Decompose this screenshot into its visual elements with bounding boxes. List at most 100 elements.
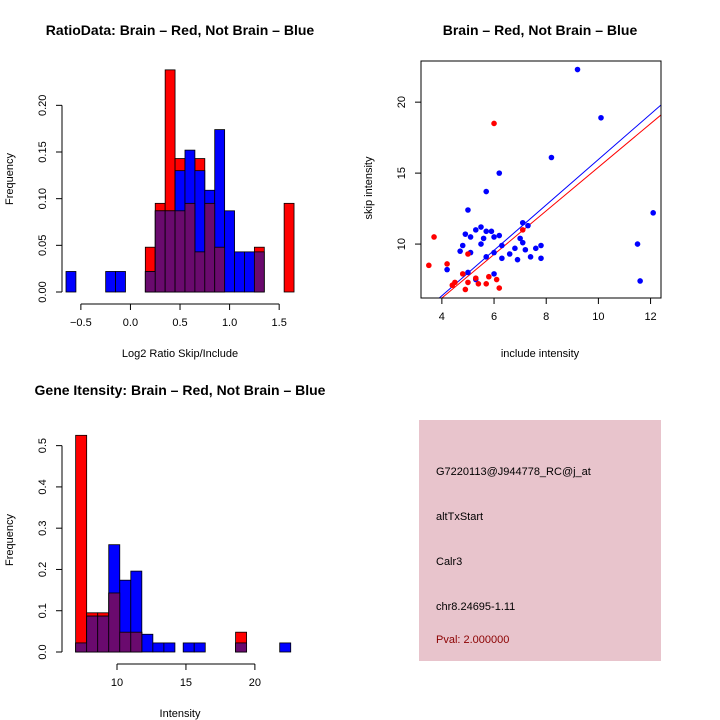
gene-histogram-y-tick-label: 0.4 (37, 479, 49, 494)
scatter-point-not-brain (465, 207, 471, 213)
scatter-x-tick-label: 10 (592, 311, 604, 323)
scatter-point-not-brain (491, 234, 497, 240)
ratio-histogram-bar-not-brain (115, 271, 126, 293)
ratio-histogram-x-tick-label: 0.0 (123, 317, 138, 329)
info-background (419, 420, 661, 661)
gene-histogram-bar-not-brain (193, 642, 206, 653)
scatter-point-brain (493, 276, 500, 283)
scatter-point-brain (465, 279, 471, 286)
gene-histogram-x-tick-label: 15 (180, 677, 192, 689)
scatter-point-brain (465, 251, 471, 257)
scatter-point-not-brain (574, 66, 581, 73)
scatter-point-brain (472, 275, 479, 281)
gene-histogram-bar-not-brain (141, 633, 154, 653)
ratio-histogram-y-tick-label: 0.15 (37, 141, 49, 162)
scatter-point-brain (483, 281, 490, 287)
scatter-point-not-brain (483, 188, 490, 195)
scatter-point-not-brain (457, 248, 463, 254)
gene-histogram-axes: 10 15 20 0.0 0.1 0.2 0.3 0.4 0.5 (37, 438, 261, 689)
ratio-histogram-bar-not-brain (105, 271, 116, 293)
scatter-point-not-brain (538, 255, 544, 262)
scatter-point-not-brain (598, 114, 604, 121)
scatter-point-not-brain (538, 242, 544, 249)
scatter-marks (426, 66, 661, 298)
scatter-x-tick-label: 6 (491, 311, 497, 323)
gene-histogram-title: Gene Itensity: Brain – Red, Not Brain – … (35, 382, 326, 398)
scatter-point-not-brain (478, 224, 484, 230)
scatter-y-tick-label: 20 (396, 96, 408, 108)
scatter-title: Brain – Red, Not Brain – Blue (443, 22, 638, 38)
info-probe-id: G7220113@J944778_RC@j_at (436, 466, 591, 478)
scatter-point-brain (491, 120, 497, 127)
info-gene-name: Calr3 (436, 556, 462, 568)
gene-histogram-bars (75, 434, 292, 653)
scatter-point-brain (449, 282, 456, 289)
scatter-point-brain (459, 271, 466, 277)
ratio-histogram-bar-brain (283, 202, 295, 293)
ratio-histogram-bar-overlap (154, 210, 166, 293)
scatter-point-not-brain (519, 239, 526, 246)
scatter-point-not-brain (491, 249, 497, 256)
ratio-histogram-bar-not-brain (65, 271, 77, 293)
ratio-histogram-bar-overlap (174, 210, 186, 293)
scatter-x-tick-label: 4 (439, 311, 445, 323)
scatter-point-brain (496, 285, 503, 291)
ratio-histogram-y-tick-label: 0.20 (37, 95, 49, 116)
ratio-histogram-bar-not-brain (244, 251, 255, 293)
scatter-point-not-brain (522, 246, 529, 253)
gene-histogram-x-tick-label: 20 (249, 677, 261, 689)
scatter-plot-frame (420, 60, 662, 299)
gene-histogram-bar-overlap (97, 615, 110, 653)
gene-histogram-bar-overlap (130, 631, 143, 653)
scatter-point-brain (475, 281, 482, 287)
ratio-histogram-bar-overlap (253, 251, 265, 293)
scatter-point-brain (462, 286, 469, 293)
scatter-panel: Brain – Red, Not Brain – Blue include in… (363, 22, 662, 360)
gene-histogram-bar-overlap (119, 631, 132, 653)
scatter-point-not-brain (483, 228, 490, 235)
scatter-point-not-brain (496, 170, 503, 176)
gene-histogram-panel: Gene Itensity: Brain – Red, Not Brain – … (4, 382, 326, 720)
ratio-histogram-bar-overlap (144, 271, 156, 293)
ratio-histogram-bar-not-brain (224, 210, 235, 293)
ratio-histogram-bar-not-brain (234, 251, 245, 293)
info-location: chr8.24695-1.11 (436, 601, 515, 613)
scatter-y-tick-label: 10 (396, 238, 408, 250)
scatter-point-not-brain (462, 231, 469, 237)
scatter-x-tick-label: 12 (644, 311, 656, 323)
gene-histogram-bar-overlap (86, 615, 99, 653)
scatter-point-not-brain (506, 251, 513, 257)
scatter-point-not-brain (499, 242, 505, 249)
gene-histogram-y-tick-label: 0.0 (37, 644, 49, 659)
ratio-histogram-x-tick-label: 1.0 (222, 317, 237, 329)
ratio-histogram-ylabel: Frequency (4, 153, 16, 205)
ratio-histogram-title: RatioData: Brain – Red, Not Brain – Blue (46, 22, 315, 38)
scatter-point-not-brain (517, 235, 523, 242)
ratio-histogram-x-tick-label: −0.5 (70, 317, 92, 329)
ratio-histogram-y-tick-label: 0.00 (37, 281, 49, 302)
ratio-histogram-bar-overlap (214, 246, 226, 293)
info-pval: Pval: 2.000000 (436, 634, 509, 646)
scatter-point-not-brain (525, 222, 531, 229)
gene-histogram-xlabel: Intensity (160, 708, 201, 720)
gene-histogram-bar-overlap (108, 592, 121, 653)
gene-histogram-y-tick-label: 0.2 (37, 562, 49, 577)
scatter-point-not-brain (532, 245, 539, 252)
scatter-point-not-brain (478, 241, 484, 247)
scatter-point-not-brain (514, 256, 521, 263)
scatter-axes: 4 6 8 10 12 10 15 20 (396, 60, 662, 323)
scatter-point-not-brain (480, 235, 487, 242)
ratio-histogram-axes: −0.5 0.0 0.5 1.0 1.5 0.00 0.05 0.10 0.15 0.20 (37, 95, 287, 329)
gene-histogram-bar-overlap (235, 642, 248, 653)
scatter-point-brain (486, 273, 492, 280)
ratio-histogram-x-tick-label: 0.5 (172, 317, 187, 329)
ratio-histogram-xlabel: Log2 Ratio Skip/Include (122, 348, 238, 360)
ratio-histogram-x-tick-label: 1.5 (272, 317, 287, 329)
info-event-type: altTxStart (436, 511, 483, 523)
gene-histogram-bar-overlap (75, 642, 88, 653)
scatter-point-not-brain (548, 154, 555, 161)
scatter-point-not-brain (444, 266, 450, 273)
ratio-histogram-bar-overlap (164, 210, 176, 293)
scatter-point-not-brain (459, 242, 466, 249)
